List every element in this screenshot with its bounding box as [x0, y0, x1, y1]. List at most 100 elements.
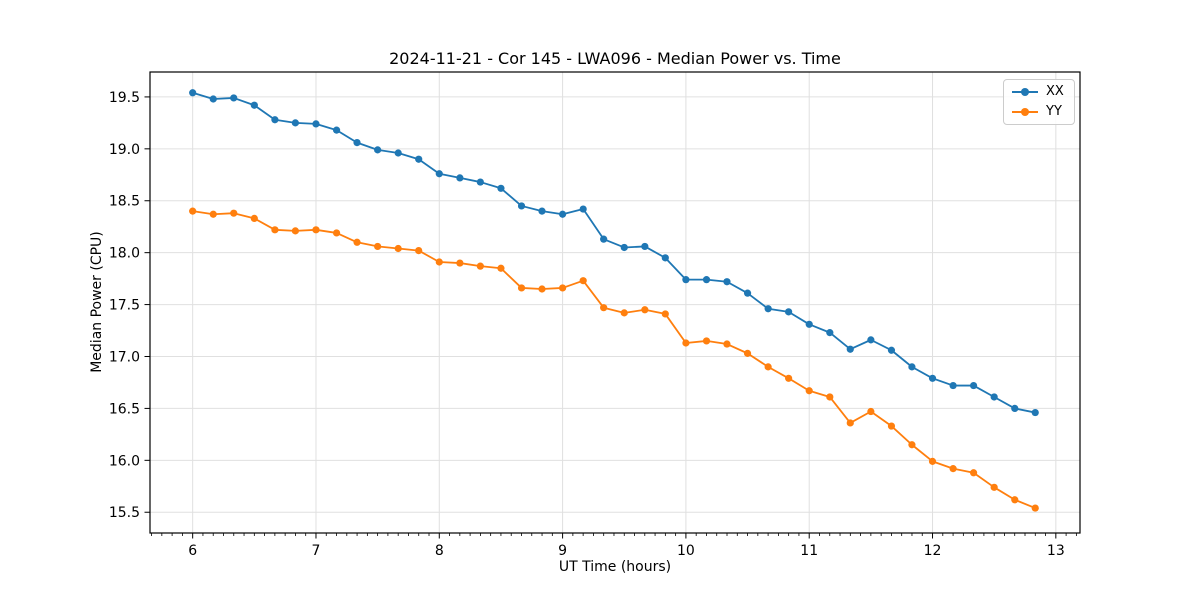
data-point-yy	[785, 374, 793, 382]
x-tick-label: 6	[188, 543, 197, 559]
data-point-xx	[1031, 408, 1039, 417]
data-point-xx	[743, 289, 752, 297]
data-point-xx	[620, 243, 628, 252]
data-point-yy	[600, 304, 608, 312]
data-point-yy	[743, 349, 752, 357]
series-xx	[189, 89, 1039, 417]
x-tick-label: 13	[1047, 543, 1065, 559]
legend: XX YY	[1003, 79, 1075, 125]
data-point-yy	[415, 246, 423, 255]
y-tick-label: 19.5	[109, 90, 140, 106]
data-point-xx	[928, 374, 937, 382]
data-point-yy	[517, 284, 526, 292]
data-point-yy	[1011, 496, 1019, 504]
data-point-yy	[764, 363, 772, 371]
data-point-yy	[476, 262, 484, 270]
axis-ticks: 6 7 8 9 10 11 12 13 15.5 16.0 16.5 17.0 17.5 18.0 18.5…	[109, 90, 1077, 559]
data-point-yy	[620, 309, 628, 317]
data-point-yy	[189, 207, 197, 215]
data-point-xx	[990, 393, 998, 401]
data-point-yy	[702, 337, 711, 345]
data-point-yy	[867, 407, 875, 416]
data-point-yy	[805, 387, 813, 395]
data-point-yy	[394, 244, 402, 253]
x-axis-label: UT Time (hours)	[558, 559, 672, 575]
data-point-yy	[250, 214, 258, 222]
data-point-yy	[209, 210, 217, 218]
data-point-yy	[826, 393, 834, 401]
data-point-xx	[702, 276, 711, 284]
data-point-xx	[661, 254, 669, 262]
y-tick-label: 15.5	[109, 505, 140, 521]
data-point-yy	[990, 483, 998, 491]
data-point-xx	[291, 119, 299, 127]
legend-item-xx: XX	[1012, 83, 1074, 101]
data-point-yy	[682, 339, 690, 347]
data-point-xx	[374, 146, 382, 154]
data-point-xx	[435, 170, 443, 178]
data-point-yy	[969, 469, 978, 477]
data-point-xx	[517, 202, 526, 210]
data-point-xx	[558, 210, 567, 218]
data-point-xx	[250, 101, 258, 109]
data-point-yy	[661, 310, 669, 318]
data-point-xx	[497, 184, 505, 192]
plot-frame	[149, 71, 1081, 534]
y-tick-label: 16.5	[109, 401, 140, 417]
data-point-yy	[332, 229, 341, 237]
data-point-yy	[558, 284, 567, 292]
data-point-yy	[353, 238, 361, 246]
data-point-yy	[723, 340, 731, 348]
data-point-xx	[353, 139, 361, 147]
y-tick-label: 18.5	[109, 194, 140, 210]
series-yy	[189, 207, 1039, 512]
data-point-xx	[1011, 404, 1019, 413]
grid	[150, 72, 1080, 533]
y-tick-label: 17.0	[109, 349, 140, 365]
data-point-xx	[826, 329, 834, 337]
legend-item-yy: YY	[1012, 103, 1074, 121]
data-point-yy	[497, 264, 505, 272]
data-point-xx	[456, 174, 464, 182]
data-point-yy	[271, 226, 279, 234]
data-point-yy	[579, 277, 587, 285]
y-tick-label: 18.0	[109, 246, 140, 262]
data-point-xx	[867, 336, 875, 344]
data-point-xx	[476, 178, 484, 186]
data-point-yy	[949, 465, 957, 473]
data-point-yy	[312, 226, 320, 234]
data-point-xx	[538, 207, 546, 215]
x-tick-label: 11	[800, 543, 818, 559]
x-tick-label: 12	[924, 543, 942, 559]
y-axis-label-text: Median Power (CPU)	[89, 231, 105, 373]
x-tick-label: 9	[558, 543, 567, 559]
data-point-xx	[969, 381, 978, 390]
data-point-xx	[908, 363, 916, 371]
y-tick-label: 17.5	[109, 298, 140, 314]
data-point-yy	[538, 285, 546, 293]
y-tick-label: 16.0	[109, 453, 140, 469]
data-point-xx	[209, 95, 217, 103]
data-point-yy	[374, 242, 382, 251]
data-point-yy	[928, 457, 937, 465]
data-point-yy	[435, 258, 443, 266]
y-tick-label: 19.0	[109, 142, 140, 158]
data-point-yy	[230, 209, 238, 217]
data-point-yy	[456, 259, 464, 267]
data-point-yy	[908, 441, 916, 449]
legend-line-marker-xx-icon	[1012, 87, 1038, 97]
data-point-xx	[682, 276, 690, 284]
data-point-xx	[394, 149, 402, 157]
data-point-yy	[291, 227, 299, 235]
legend-label-xx: XX	[1046, 84, 1064, 99]
data-point-xx	[641, 242, 649, 251]
data-point-xx	[230, 94, 238, 102]
chart-title: 2024-11-21 - Cor 145 - LWA096 - Median P…	[389, 49, 841, 68]
data-point-xx	[600, 235, 608, 243]
data-point-yy	[641, 306, 649, 314]
data-point-xx	[723, 278, 731, 286]
data-point-xx	[332, 126, 341, 134]
data-point-xx	[846, 345, 854, 353]
